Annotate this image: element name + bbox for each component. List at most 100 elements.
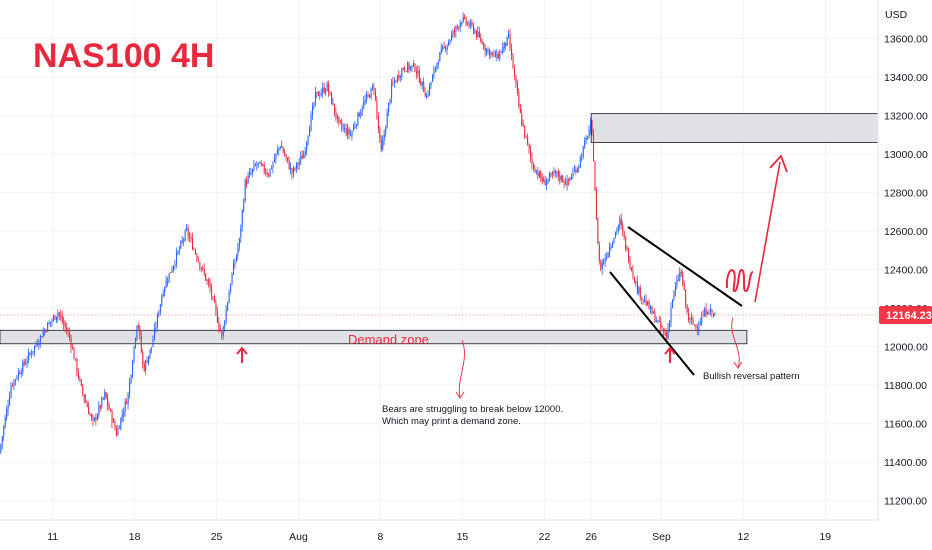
candle-body [711, 309, 713, 313]
time-tick-label: 19 [819, 531, 831, 543]
supply-zone [590, 113, 879, 143]
chart-title: NAS100 4H [33, 37, 214, 75]
candle-body [116, 428, 118, 436]
candle-body [569, 178, 571, 180]
candle-body [26, 360, 28, 363]
wedge-upper-line [627, 226, 743, 307]
candle-body [525, 135, 527, 137]
candle-body [705, 308, 707, 315]
candle-body [215, 303, 217, 311]
candle-body [118, 427, 120, 429]
candle-body [631, 267, 633, 271]
time-axis[interactable] [0, 520, 878, 550]
candle-body [440, 48, 442, 53]
candle-body [328, 84, 330, 93]
candle-body [459, 22, 461, 28]
candle-body [212, 296, 214, 298]
candle-body [155, 326, 157, 329]
candle-body [704, 309, 706, 317]
candle-body [415, 71, 417, 74]
candle-body [439, 52, 441, 62]
price-tick-label: 12400.00 [884, 265, 928, 277]
candle-body [247, 175, 249, 184]
candle-body [117, 427, 119, 436]
candle-body [423, 82, 425, 92]
candle-body [82, 386, 84, 394]
candle-body [187, 227, 189, 237]
demand-zone [0, 329, 748, 345]
candle-body [508, 34, 510, 37]
candle-body [3, 426, 5, 437]
candle-body [221, 331, 223, 336]
candle-body [538, 172, 540, 177]
candle-body [568, 178, 570, 181]
candle-body [22, 361, 24, 373]
candle-body [306, 142, 308, 151]
candle-body [238, 238, 240, 248]
candle-body [184, 230, 186, 241]
candle-body [320, 92, 322, 95]
candle-body [402, 68, 404, 70]
price-tick-label: 12800.00 [884, 188, 928, 200]
candle-body [336, 116, 338, 119]
candle-body [413, 63, 415, 67]
candle-body [563, 181, 565, 183]
candle-body [527, 137, 529, 144]
candle-body [647, 301, 649, 305]
candle-body [237, 247, 239, 256]
candle-body [331, 92, 333, 105]
candle-body [363, 101, 365, 108]
candle-body [401, 69, 403, 78]
candle-body [69, 332, 71, 338]
candle-body [137, 325, 139, 328]
candle-body [192, 238, 194, 250]
candle-body [667, 327, 669, 339]
candle-body [31, 353, 33, 355]
candle-body [651, 306, 653, 314]
candle-body [462, 16, 464, 22]
candle-body [244, 179, 246, 202]
candle-body [474, 31, 476, 33]
gridlines [0, 0, 878, 520]
candle-body [288, 160, 290, 170]
time-tick-label: 15 [457, 531, 469, 543]
candle-body [127, 393, 129, 405]
candle-body [565, 182, 567, 186]
candle-body [130, 374, 132, 383]
price-axis[interactable] [878, 0, 932, 550]
time-tick-label: Sep [652, 531, 671, 543]
candle-body [56, 316, 58, 320]
candle-body [32, 351, 34, 354]
candle-body [509, 34, 511, 49]
candle-body [334, 103, 336, 113]
price-tick-label: 12600.00 [884, 226, 928, 238]
candle-body [319, 95, 321, 97]
candle-body [557, 170, 559, 177]
candle-body [358, 113, 360, 117]
candle-body [571, 177, 573, 179]
candle-body [587, 137, 589, 139]
plot-area[interactable] [0, 0, 878, 520]
candle-body [588, 129, 590, 137]
candle-body [234, 262, 236, 265]
candle-body [628, 248, 630, 262]
candle-body [606, 257, 608, 259]
candle-body [516, 82, 518, 93]
candle-body [249, 172, 251, 176]
candle-body [552, 172, 554, 175]
candle-body [430, 81, 432, 86]
candle-body [452, 31, 454, 36]
candle-body [298, 161, 300, 165]
candle-body [443, 46, 445, 48]
arrow-up-icon [664, 346, 676, 363]
candle-body [405, 71, 407, 73]
candle-body [546, 181, 548, 186]
candle-body [10, 385, 12, 397]
candle-body [176, 252, 177, 265]
candle-body [113, 420, 115, 423]
candle-body [48, 322, 50, 324]
candle-body [597, 218, 599, 245]
candle-body [85, 399, 87, 403]
time-tick-label: 11 [47, 531, 58, 543]
